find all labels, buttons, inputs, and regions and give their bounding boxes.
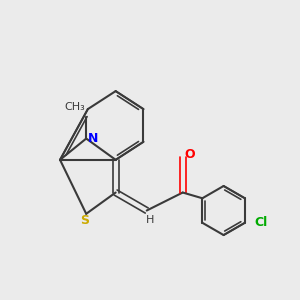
Text: Cl: Cl	[255, 216, 268, 229]
Text: H: H	[146, 215, 154, 225]
Text: CH₃: CH₃	[64, 102, 85, 112]
Text: O: O	[184, 148, 195, 161]
Text: N: N	[88, 132, 99, 145]
Text: S: S	[80, 214, 89, 227]
